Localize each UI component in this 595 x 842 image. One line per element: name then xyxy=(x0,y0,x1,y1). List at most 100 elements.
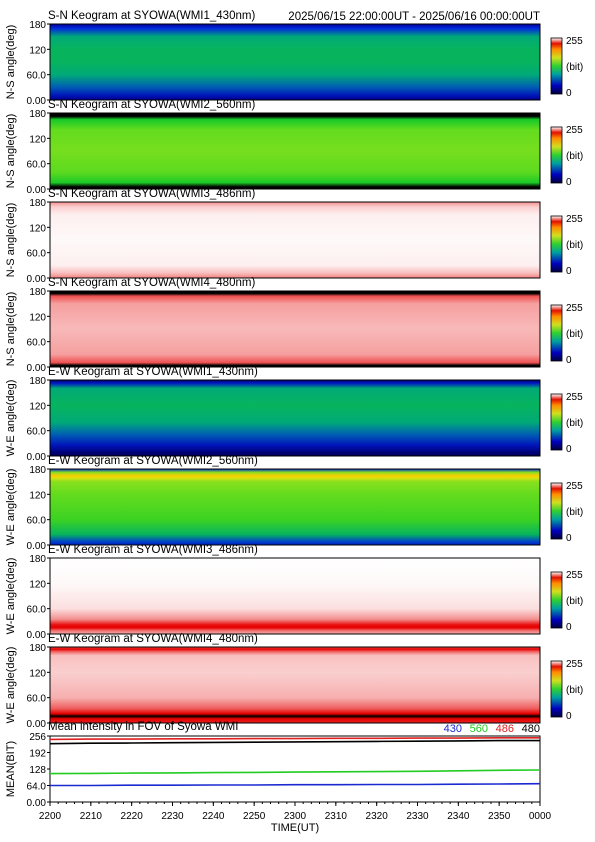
y-tick-label: 60.0 xyxy=(27,71,47,82)
colorbar-min-label: 0 xyxy=(566,711,572,722)
keogram-image xyxy=(50,291,540,367)
y-tick-label: 0.00 xyxy=(27,541,47,552)
keogram-panel: S-N Keogram at SYOWA(WMI4_480nm)180 120 60… xyxy=(5,277,583,374)
colorbar-min-label: 0 xyxy=(566,88,572,99)
y-tick-label: 180 xyxy=(29,554,46,565)
y-tick-label: 120 xyxy=(29,312,46,323)
y-tick-label: 0.00 xyxy=(27,630,47,641)
colorbar xyxy=(550,393,563,451)
colorbar-max-label: 255 xyxy=(566,659,583,670)
colorbar-unit-label: (bit) xyxy=(566,596,583,607)
series-line-486 xyxy=(49,736,540,741)
keogram-image xyxy=(50,380,540,456)
x-tick-label: 2220 xyxy=(121,811,144,822)
colorbar-max-label: 255 xyxy=(566,392,583,403)
series-line-560 xyxy=(49,769,541,775)
keogram-title: S-N Keogram at SYOWA(WMI2_560nm) xyxy=(48,99,255,111)
keogram-panel: S-N Keogram at SYOWA(WMI1_430nm)180 120 60… xyxy=(5,10,583,107)
keogram-frame xyxy=(49,468,541,546)
keogram-title: S-N Keogram at SYOWA(WMI1_430nm) xyxy=(48,10,255,22)
colorbar xyxy=(550,126,563,184)
keogram-image xyxy=(50,469,540,545)
y-tick-label: 0.00 xyxy=(27,185,47,196)
keogram-image xyxy=(50,113,540,189)
x-tick-label: 2230 xyxy=(161,811,184,822)
y-tick-label: 120 xyxy=(29,401,46,412)
y-tick-label: 64.0 xyxy=(27,782,47,793)
colorbar-max-label: 255 xyxy=(566,303,583,314)
x-tick-label: 2200 xyxy=(39,811,62,822)
x-tick-label: 2340 xyxy=(447,811,470,822)
chart-title: Mean intensity in FOV of Syowa WMI xyxy=(48,721,238,733)
y-tick-label: 60.0 xyxy=(27,516,47,527)
y-axis-label: N-S angle(deg) xyxy=(5,203,17,278)
y-axis-label: W-E angle(deg) xyxy=(5,469,17,546)
colorbar-min-label: 0 xyxy=(566,533,572,544)
keogram-title: E-W Keogram at SYOWA(WMI2_560nm) xyxy=(48,455,258,467)
y-tick-label: 180 xyxy=(29,287,46,298)
y-tick-label: 60.0 xyxy=(27,338,47,349)
keogram-panel: E-W Keogram at SYOWA(WMI2_560nm)180 120 60… xyxy=(5,455,583,552)
keogram-frame xyxy=(49,646,541,724)
x-tick-label: 2310 xyxy=(325,811,348,822)
y-tick-label: 0.00 xyxy=(27,96,47,107)
keogram-frame xyxy=(49,379,541,457)
y-tick-label: 0.00 xyxy=(27,274,47,285)
y-axis-label: N-S angle(deg) xyxy=(5,114,17,189)
y-tick-label: 128 xyxy=(29,765,46,776)
y-tick-label: 0.00 xyxy=(27,719,47,730)
y-tick-label: 60.0 xyxy=(27,249,47,260)
y-axis-label: N-S angle(deg) xyxy=(5,25,17,100)
colorbar xyxy=(550,482,563,540)
y-tick-label: 180 xyxy=(29,465,46,476)
keogram-frame xyxy=(49,557,541,635)
y-axis-label: W-E angle(deg) xyxy=(5,558,17,635)
colorbar-min-label: 0 xyxy=(566,355,572,366)
legend-entry: 486 xyxy=(496,723,514,735)
y-axis-label: W-E angle(deg) xyxy=(5,647,17,724)
keogram-title: E-W Keogram at SYOWA(WMI1_430nm) xyxy=(48,366,258,378)
keogram-frame xyxy=(49,23,541,101)
y-axis-label: N-S angle(deg) xyxy=(5,292,17,367)
y-tick-label: 60.0 xyxy=(27,694,47,705)
colorbar-max-label: 255 xyxy=(566,214,583,225)
colorbar-max-label: 255 xyxy=(566,125,583,136)
y-tick-label: 120 xyxy=(29,668,46,679)
y-tick-label: 180 xyxy=(29,198,46,209)
keogram-panel: S-N Keogram at SYOWA(WMI2_560nm)180 120 60… xyxy=(5,99,583,196)
x-axis-label: TIME(UT) xyxy=(271,822,319,834)
chart-frame xyxy=(49,735,541,803)
mean-intensity-panel: Mean intensity in FOV of Syowa WMI 480 486… xyxy=(5,721,552,834)
keogram-frame xyxy=(49,290,541,368)
y-tick-label: 120 xyxy=(29,579,46,590)
legend-entry: 560 xyxy=(470,723,488,735)
legend-entry: 430 xyxy=(444,723,462,735)
series-line-430 xyxy=(50,782,541,787)
keogram-title: S-N Keogram at SYOWA(WMI3_486nm) xyxy=(48,188,255,200)
colorbar xyxy=(550,215,563,273)
colorbar-unit-label: (bit) xyxy=(566,62,583,73)
y-tick-label: 192 xyxy=(29,749,46,760)
colorbar-max-label: 255 xyxy=(566,570,583,581)
keogram-title: S-N Keogram at SYOWA(WMI4_480nm) xyxy=(48,277,255,289)
colorbar-unit-label: (bit) xyxy=(566,240,583,251)
x-tick-label: 2300 xyxy=(284,811,307,822)
y-tick-label: 256 xyxy=(29,732,46,743)
series-line-480 xyxy=(49,739,540,745)
legend-entry: 480 xyxy=(522,723,540,735)
keogram-image xyxy=(50,558,540,634)
keogram-image xyxy=(50,24,540,100)
y-tick-label: 0.00 xyxy=(27,798,47,809)
keogram-image xyxy=(50,647,540,723)
y-tick-label: 120 xyxy=(29,223,46,234)
colorbar-min-label: 0 xyxy=(566,622,572,633)
colorbar xyxy=(550,304,563,362)
colorbar xyxy=(550,660,563,718)
keogram-title: E-W Keogram at SYOWA(WMI3_486nm) xyxy=(48,544,258,556)
colorbar-unit-label: (bit) xyxy=(566,329,583,340)
time-range-label: 2025/06/15 22:00:00UT - 2025/06/16 00:00… xyxy=(288,11,540,23)
keogram-panels: S-N Keogram at SYOWA(WMI1_430nm) 180 120 60… xyxy=(5,10,583,730)
y-tick-label: 60.0 xyxy=(27,605,47,616)
keogram-title: E-W Keogram at SYOWA(WMI4_480nm) xyxy=(48,633,258,645)
